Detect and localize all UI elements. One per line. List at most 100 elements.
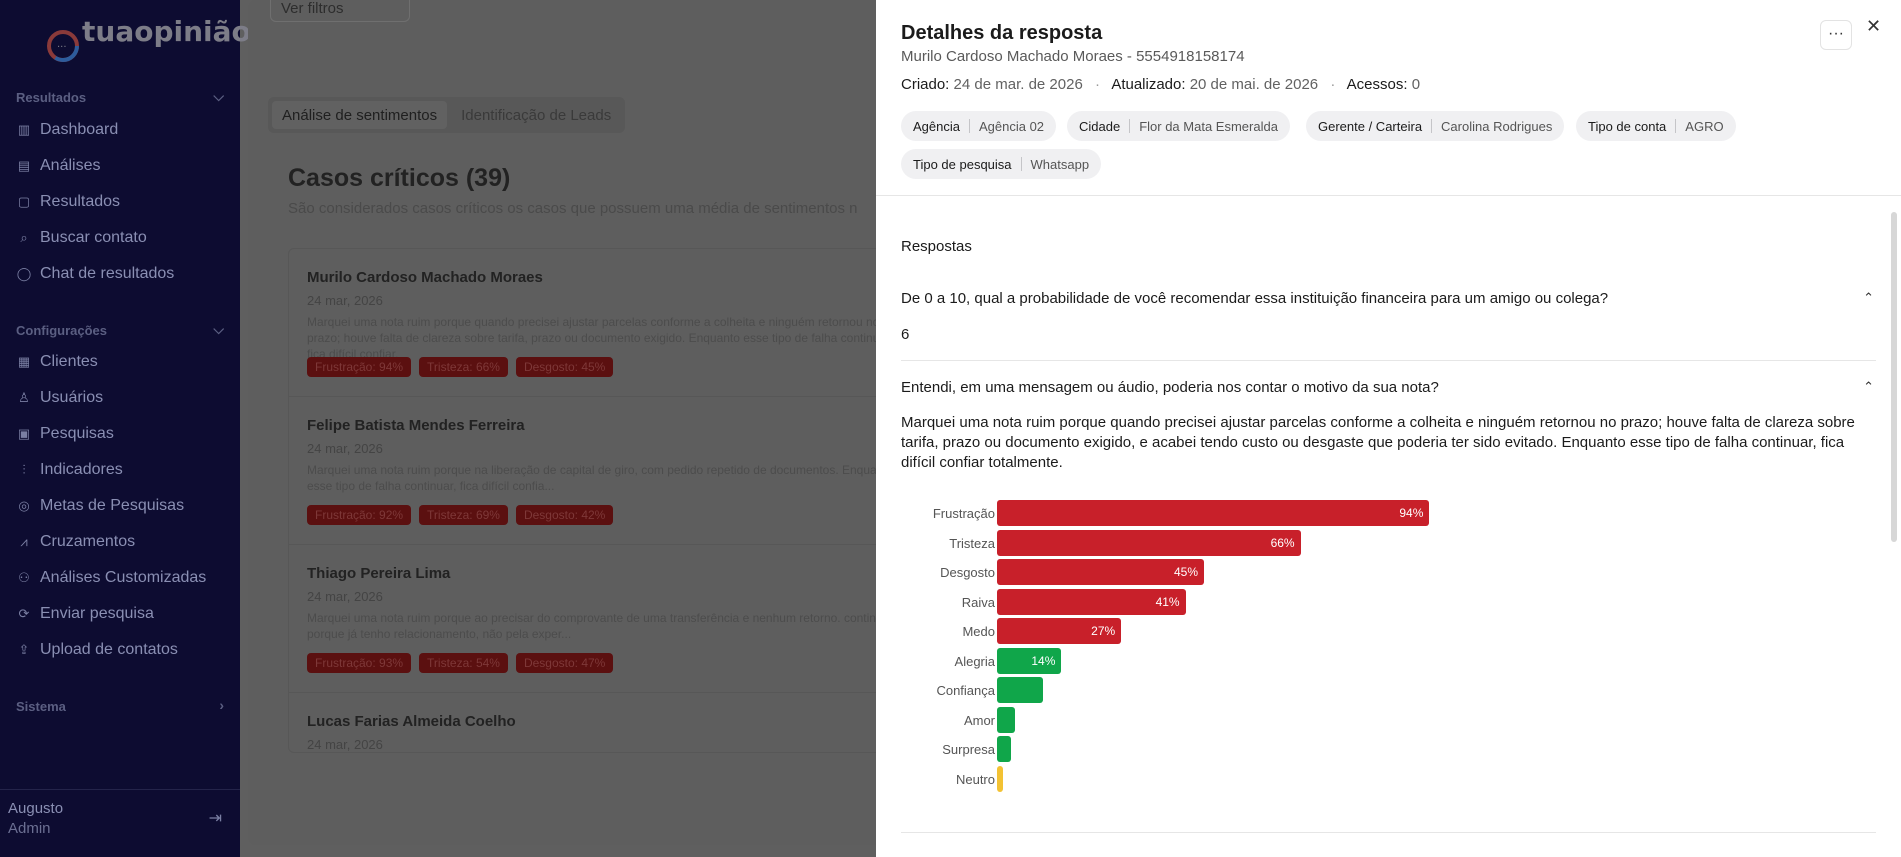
- sentiment-bar-chart: Frustração 94% Tristeza 66% Desgosto 45% Raiva…: [901, 500, 1461, 800]
- scrollbar[interactable]: [1891, 212, 1897, 542]
- tab-analise-sentimentos[interactable]: Análise de sentimentos: [272, 101, 448, 129]
- chart-category-label: Confiança: [936, 683, 995, 698]
- close-icon[interactable]: ✕: [1866, 16, 1882, 36]
- sidebar-item-chat[interactable]: ◯ Chat de resultados: [16, 259, 226, 289]
- tag-key: Cidade: [1079, 118, 1121, 134]
- chart-category-label: Raiva: [961, 594, 995, 610]
- sidebar-item-resultados[interactable]: ▢ Resultados: [16, 187, 226, 217]
- sentiment-chip: Desgosto: 45%: [515, 357, 614, 377]
- sidebar-item-indicadores[interactable]: ⫶ Indicadores: [16, 455, 226, 485]
- sidebar-item-label: Pesquisas: [40, 425, 114, 442]
- created-value: 24 de mar. de 2026: [953, 76, 1083, 93]
- filters-button[interactable]: Ver filtros: [270, 0, 410, 22]
- bar-chart-icon: ▥: [17, 122, 31, 137]
- chart-bar: [997, 529, 1301, 556]
- sidebar-user-panel: Augusto Admin ⇥: [0, 789, 240, 857]
- upload-icon: ⇪: [18, 642, 30, 657]
- chart-category-label: Medo: [962, 624, 995, 639]
- sidebar-item-metas[interactable]: ◎ Metas de Pesquisas: [16, 491, 226, 521]
- sidebar-item-pesquisas[interactable]: ▣ Pesquisas: [16, 419, 226, 449]
- sidebar-item-label: Upload de contatos: [40, 641, 178, 658]
- sidebar-item-label: Dashboard: [40, 121, 119, 138]
- tag-key: Tipo de conta: [1588, 118, 1667, 134]
- chart-bar: [997, 618, 1122, 644]
- sidebar-item-buscar-contato[interactable]: ⌕ Buscar contato: [16, 223, 226, 253]
- chart-bar: [997, 559, 1204, 585]
- sidebar-item-usuarios[interactable]: ♙ Usuários: [16, 383, 226, 413]
- case-card[interactable]: Thiago Pereira Lima 24 mar, 2026 Marquei…: [289, 545, 907, 693]
- drawer-meta: Criado: 24 de mar. de 2026 · Atualizado:…: [901, 76, 1420, 93]
- sidebar-item-enviar-pesquisa[interactable]: ⟳ Enviar pesquisa: [16, 599, 226, 629]
- sidebar-item-label: Metas de Pesquisas: [40, 497, 185, 514]
- case-card[interactable]: Murilo Cardoso Machado Moraes 24 mar, 20…: [289, 249, 907, 397]
- logo[interactable]: ··· tuaopinião: [40, 16, 251, 66]
- sidebar-item-dashboard[interactable]: ▥ Dashboard: [16, 115, 226, 145]
- cross-chart-icon: ⩘: [20, 534, 28, 549]
- response-details-drawer: Detalhes da resposta Murilo Cardoso Mach…: [876, 0, 1901, 857]
- chart-bar: [997, 677, 1043, 703]
- chart-value-label: 27%: [1091, 624, 1116, 638]
- send-icon: ⟳: [18, 606, 30, 621]
- tab-identificacao-leads[interactable]: Identificação de Leads: [461, 107, 612, 124]
- sidebar-item-label: Cruzamentos: [40, 533, 136, 550]
- sidebar-section-resultados[interactable]: Resultados ⌵: [16, 88, 224, 105]
- sidebar: ··· tuaopinião Resultados ⌵ ▥ Dashboard ▤…: [0, 0, 251, 857]
- question-text: De 0 a 10, qual a probabilidade de você …: [901, 290, 1609, 307]
- chart-bar: [997, 647, 1062, 674]
- drawer-subtitle: Murilo Cardoso Machado Moraes - 55549181…: [901, 48, 1245, 65]
- question-header[interactable]: Entendi, em uma mensagem ou áudio, poder…: [901, 379, 1876, 396]
- tag-divider: [1431, 119, 1433, 133]
- tag-key: Agência: [913, 118, 960, 134]
- sentiment-chip: Tristeza: 54%: [419, 653, 508, 673]
- meta-separator: ·: [1330, 76, 1336, 93]
- custom-analytics-icon: ⚇: [18, 570, 30, 585]
- chart-category-label: Neutro: [955, 771, 995, 787]
- sentiment-chip: Frustração: 92%: [307, 505, 412, 525]
- target-icon: ◎: [18, 498, 30, 513]
- question-divider: [901, 360, 1876, 361]
- main-content: Ver filtros Análise de sentimentos Ident…: [248, 0, 908, 845]
- question-header[interactable]: De 0 a 10, qual a probabilidade de você …: [901, 290, 1876, 307]
- sidebar-item-cruzamentos[interactable]: ⩘ Cruzamentos: [16, 527, 226, 557]
- case-card[interactable]: Felipe Batista Mendes Ferreira 24 mar, 2…: [289, 397, 907, 545]
- chevron-down-icon: ⌵: [213, 88, 224, 104]
- sidebar-item-clientes[interactable]: ▦ Clientes: [16, 347, 226, 377]
- building-icon: ▦: [17, 354, 31, 369]
- sidebar-item-analises[interactable]: ▤ Análises: [16, 151, 226, 181]
- critical-cases-subtitle: São considerados casos críticos os casos…: [288, 200, 858, 217]
- sidebar-section-configuracoes[interactable]: Configurações ⌵: [16, 321, 224, 338]
- tag-value: Carolina Rodrigues: [1441, 118, 1553, 134]
- tag-tipo-pesquisa: Tipo de pesquisa Whatsapp: [901, 149, 1102, 179]
- answer-text: Marquei uma nota ruim porque quando prec…: [901, 414, 1855, 471]
- indicator-icon: ⫶: [22, 462, 26, 477]
- more-options-button[interactable]: ···: [1820, 20, 1852, 50]
- sentiment-chip: Frustração: 94%: [307, 357, 412, 377]
- chart-category-label: Tristeza: [949, 535, 995, 551]
- case-chips: Frustração: 92% Tristeza: 69% Desgosto: …: [307, 505, 614, 525]
- case-date: 24 mar, 2026: [307, 589, 383, 604]
- chevron-up-icon[interactable]: ⌃: [1863, 290, 1874, 305]
- tag-value: Whatsapp: [1030, 156, 1090, 172]
- tag-agencia: Agência Agência 02: [901, 111, 1057, 141]
- sidebar-section-sistema[interactable]: Sistema ›: [16, 697, 224, 714]
- case-name: Thiago Pereira Lima: [307, 565, 451, 582]
- chevron-up-icon[interactable]: ⌃: [1863, 379, 1874, 394]
- case-card[interactable]: Lucas Farias Almeida Coelho 24 mar, 2026: [289, 693, 907, 752]
- case-text: Marquei uma nota ruim porque na liberaçã…: [307, 463, 894, 493]
- sidebar-item-upload-contatos[interactable]: ⇪ Upload de contatos: [16, 635, 226, 665]
- case-date: 24 mar, 2026: [307, 293, 383, 308]
- chart-bar: [997, 736, 1011, 762]
- logout-icon[interactable]: ⇥: [208, 810, 222, 827]
- svg-text:···: ···: [57, 42, 67, 53]
- access-label: Acessos:: [1346, 76, 1408, 93]
- chart-value-label: 66%: [1270, 535, 1295, 550]
- meta-separator: ·: [1094, 76, 1100, 93]
- sentiment-chip: Frustração: 93%: [307, 653, 412, 673]
- chart-value-label: 41%: [1155, 594, 1180, 609]
- sidebar-item-analises-customizadas[interactable]: ⚇ Análises Customizadas: [16, 563, 226, 593]
- sidebar-item-label: Resultados: [40, 193, 121, 210]
- tag-divider: [1129, 119, 1131, 133]
- question-divider: [901, 832, 1876, 833]
- chevron-down-icon: ⌵: [213, 321, 224, 337]
- chart-category-label: Amor: [963, 712, 995, 728]
